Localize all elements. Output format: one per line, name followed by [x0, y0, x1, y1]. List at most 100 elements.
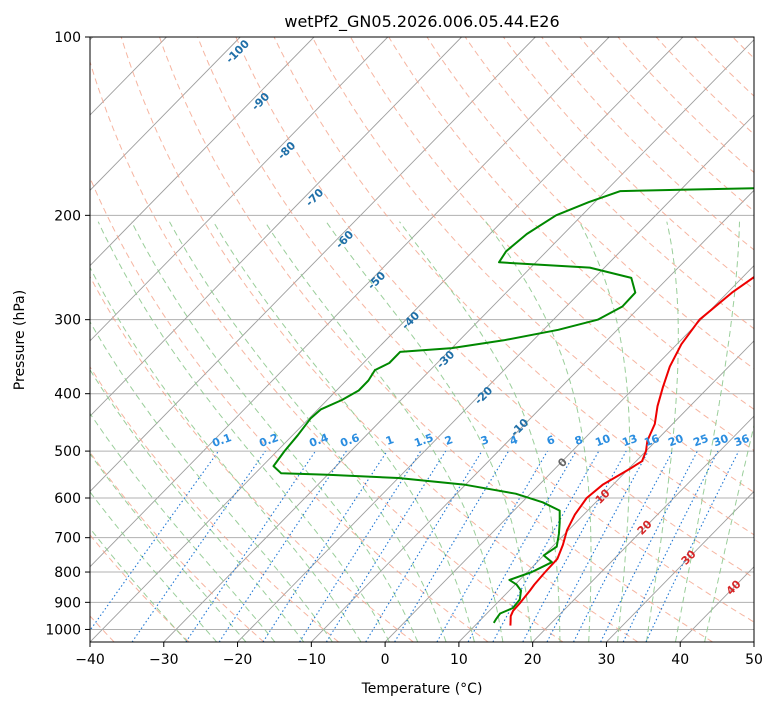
- mixing-ratio-line: [218, 450, 347, 642]
- mixing-ratio-line: [299, 450, 422, 642]
- moist-adiabat-line: [90, 527, 188, 642]
- y-tick-label: 1000: [45, 622, 81, 638]
- y-tick-label: 700: [54, 531, 81, 547]
- dry-adiabat-line: [311, 37, 754, 493]
- x-tick-label: 40: [671, 652, 689, 668]
- mixing-ratio-label: 4: [508, 433, 520, 448]
- moist-adiabat-line: [325, 221, 532, 642]
- mixing-ratio-label: 1: [384, 433, 396, 448]
- mixing-ratio-label: 0.6: [338, 431, 361, 450]
- temperature-trace: [509, 275, 754, 626]
- dry-adiabat-line: [90, 275, 414, 642]
- moist-adiabat-line: [90, 266, 362, 642]
- moist-adiabat-line: [212, 221, 475, 642]
- mixing-ratio-line: [600, 450, 698, 642]
- dry-adiabat-line: [579, 37, 754, 212]
- dry-adiabat-line: [120, 37, 639, 642]
- moist-adiabat-line: [97, 221, 390, 642]
- mixing-ratio-label: 1.5: [412, 431, 435, 450]
- isotherm-line: [90, 37, 462, 417]
- axis-layer: −40 −30 −20 −10 0 10 20 30 40 5010020030040050060…: [45, 30, 763, 668]
- y-tick-label: 500: [54, 444, 81, 460]
- dry-adiabat-line: [90, 451, 265, 642]
- dry-adiabat-label: -100: [223, 37, 252, 66]
- mixing-ratio-line: [365, 450, 483, 642]
- plot-frame: [89, 36, 755, 643]
- mixing-ratio-label: 13: [620, 432, 639, 449]
- mixing-ratio-label: 3: [479, 433, 491, 448]
- moist-adiabat-line: [704, 423, 754, 642]
- mixing-ratio-line: [573, 450, 674, 642]
- moist-adiabat-line: [264, 221, 504, 642]
- mixing-ratio-label: 0.2: [257, 431, 280, 450]
- mixing-ratio-label: 30: [711, 432, 730, 450]
- mixing-ratio-label: 6: [545, 433, 557, 448]
- mixing-ratio-label: 20: [666, 432, 685, 450]
- dry-adiabat-line: [771, 37, 775, 642]
- mixing-ratio-label: 2: [443, 433, 455, 448]
- mixing-ratio-line: [467, 450, 577, 642]
- mixing-ratio-line: [262, 450, 388, 642]
- isotherm-line: [311, 189, 754, 642]
- moist-adiabat-line: [90, 320, 333, 642]
- isotherm-line: [90, 37, 315, 267]
- isotherm-line: [679, 566, 754, 642]
- isotherm-line: [90, 37, 610, 568]
- dry-adiabat-line: [90, 176, 489, 642]
- moist-adiabat-line: [90, 368, 305, 642]
- dry-adiabat-line: [388, 37, 754, 410]
- isotherm-line: [90, 37, 241, 191]
- y-tick-label: 100: [54, 30, 81, 46]
- mixing-ratio-line: [90, 450, 219, 632]
- isotherm-line: [237, 114, 754, 642]
- dry-adiabat-label: -60: [333, 228, 356, 251]
- x-tick-label: −30: [149, 652, 179, 668]
- x-tick-label: −10: [297, 652, 327, 668]
- y-tick-label: 400: [54, 387, 81, 403]
- x-axis-label: Temperature (°C): [361, 681, 483, 697]
- mixing-ratio-label: 10: [593, 432, 612, 450]
- y-tick-label: 800: [54, 565, 81, 581]
- dry-adiabat-label: -70: [303, 186, 326, 209]
- mixing-ratio-line: [185, 450, 316, 642]
- x-tick-label: 20: [524, 652, 542, 668]
- isotherm-line: [163, 39, 754, 642]
- moist-adiabat-line: [90, 452, 247, 642]
- dry-adiabat-line: [90, 60, 564, 642]
- mixing-ratio-label: 16: [642, 432, 661, 450]
- moist-adiabat-line: [90, 412, 276, 642]
- dry-adiabat-line: [617, 37, 754, 174]
- line-label-layer: -100-90-80-70-60-50-40-30-20-100.1 0.2 0.4…: [210, 37, 751, 598]
- moist-adiabat-line: [485, 221, 592, 642]
- mixing-ratio-line: [546, 450, 649, 642]
- mixing-ratio-line: [436, 450, 548, 642]
- y-tick-label: 900: [54, 595, 81, 611]
- mixing-ratio-line: [131, 450, 266, 642]
- x-tick-label: 0: [381, 652, 390, 668]
- dry-adiabat-line: [90, 534, 190, 642]
- dry-adiabat-label: -80: [275, 139, 298, 162]
- isotherm-line: [606, 490, 754, 642]
- x-tick-label: 50: [745, 652, 763, 668]
- x-tick-label: −20: [223, 652, 253, 668]
- grid-layer: [90, 37, 775, 642]
- moist-adiabat-line: [646, 221, 679, 642]
- wet-adiabat-label: 0: [555, 455, 570, 470]
- isotherm-line: [753, 641, 754, 642]
- mixing-ratio-line: [492, 450, 600, 642]
- moist-adiabat-line: [90, 491, 218, 642]
- dry-adiabat-label: -30: [434, 348, 457, 371]
- mixing-ratio-label: 0.4: [307, 431, 330, 450]
- isotherm-line: [90, 37, 389, 342]
- x-tick-label: 30: [598, 652, 616, 668]
- moist-adiabat-line: [131, 221, 419, 642]
- moist-adiabat-line: [399, 221, 561, 642]
- dry-adiabat-line: [90, 365, 339, 642]
- dry-adiabat-line: [159, 37, 713, 642]
- dry-adiabat-line: [235, 37, 754, 579]
- x-tick-label: 10: [450, 652, 468, 668]
- moist-adiabat-line: [675, 221, 740, 642]
- moist-adiabat-line: [578, 221, 631, 642]
- dry-adiabat-line: [694, 37, 754, 97]
